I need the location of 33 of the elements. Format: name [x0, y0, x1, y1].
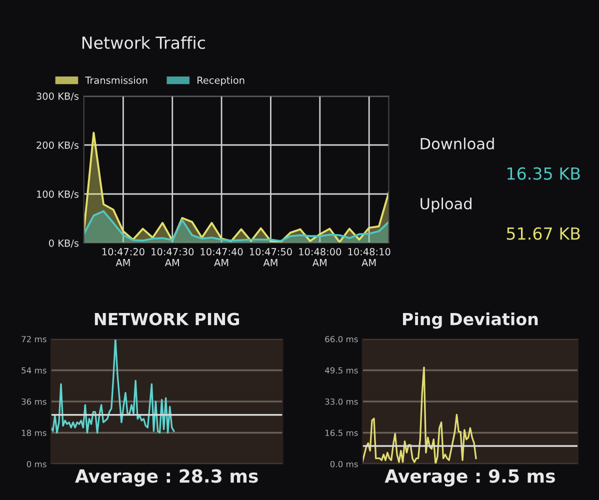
text: 51.67 KB: [506, 227, 580, 240]
y-tick-label: 54 ms: [22, 367, 46, 374]
y-tick-label: 72 ms: [22, 336, 46, 342]
text: Download: [420, 138, 494, 150]
y-tick-label: 0 KB/s: [48, 239, 79, 248]
x-tick-label: 10:47:50 AM: [250, 248, 292, 266]
x-tick-label: 10:48:00 AM: [299, 248, 342, 266]
chart-title: Network Traffic: [82, 36, 205, 50]
y-tick-label: 33.0 ms: [325, 398, 358, 405]
ref-line-label: Average : 28.3 ms: [75, 469, 258, 486]
y-tick-label: 36 ms: [22, 398, 46, 405]
chart-title: Ping Deviation: [403, 312, 538, 329]
legend-label: Reception: [198, 76, 244, 86]
text: 16.35 KB: [507, 167, 580, 180]
x-tick-label: 10:47:20 AM: [102, 248, 144, 266]
chart-title: NETWORK PING: [94, 312, 240, 326]
y-tick-label: 300 KB/s: [36, 92, 79, 101]
y-tick-label: 200 KB/s: [36, 141, 79, 150]
y-tick-label: 18 ms: [22, 430, 46, 436]
y-tick-label: 66.0 ms: [325, 336, 358, 342]
legend-label: Transmission: [85, 76, 148, 84]
text: Upload: [420, 198, 472, 212]
x-tick-label: 10:47:40 AM: [200, 248, 243, 266]
x-tick-label: 10:48:10 AM: [348, 248, 390, 266]
y-tick-label: 16.5 ms: [325, 430, 358, 436]
y-tick-label: 0 ms: [26, 460, 46, 468]
line-series: [362, 366, 477, 464]
y-tick-label: 0.0 ms: [330, 460, 358, 468]
y-tick-label: 100 KB/s: [37, 190, 79, 199]
y-tick-label: 49.5 ms: [324, 367, 358, 374]
line-series: [50, 339, 175, 434]
x-tick-label: 10:47:30 AM: [152, 248, 194, 266]
ref-line-label: Average : 9.5 ms: [384, 469, 555, 486]
